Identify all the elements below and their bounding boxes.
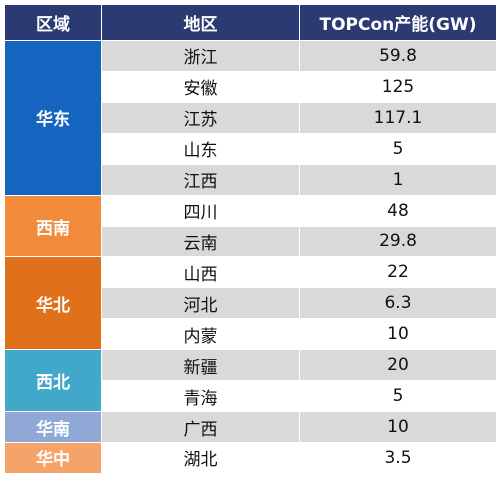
table-row: 西南 四川 48 bbox=[4, 194, 497, 258]
table-row: 内蒙 10 bbox=[5, 318, 497, 351]
table-row: 山东 5 bbox=[5, 132, 497, 165]
area-cell: 浙江 bbox=[101, 40, 300, 72]
area-cell: 河北 bbox=[101, 287, 300, 320]
capacity-cell: 5 bbox=[299, 380, 497, 413]
table-row: 安徽 125 bbox=[5, 70, 497, 103]
table-row: 青海 5 bbox=[5, 380, 497, 413]
table-header-row: 区域 地区 TOPCon产能(GW) bbox=[4, 4, 497, 41]
region-cell: 华南 bbox=[4, 411, 102, 443]
area-cell: 云南 bbox=[101, 225, 300, 258]
area-cell: 广西 bbox=[101, 411, 300, 443]
area-cell: 山东 bbox=[101, 132, 300, 165]
table-body: 华东 浙江 59.8 安徽 125 江苏 117.1 山东 5 江西 1 西南 四川 48 云南 29.8 华北… bbox=[4, 40, 497, 475]
table-row: 华北 山西 22 bbox=[4, 256, 497, 351]
table-row: 华南 广西 10 bbox=[4, 411, 497, 443]
region-cell: 西北 bbox=[4, 349, 102, 413]
region-cell: 华北 bbox=[4, 256, 102, 351]
capacity-cell: 6.3 bbox=[299, 287, 497, 320]
region-cell: 华中 bbox=[4, 441, 102, 475]
capacity-cell: 3.5 bbox=[299, 441, 497, 475]
capacity-cell: 22 bbox=[299, 256, 497, 289]
area-cell: 湖北 bbox=[101, 441, 300, 475]
capacity-cell: 125 bbox=[299, 70, 497, 103]
area-cell: 江西 bbox=[101, 163, 300, 196]
area-cell: 安徽 bbox=[101, 70, 300, 103]
table-row: 云南 29.8 bbox=[5, 225, 497, 258]
capacity-cell: 48 bbox=[299, 194, 497, 227]
area-cell: 新疆 bbox=[101, 349, 300, 382]
area-cell: 四川 bbox=[101, 194, 300, 227]
capacity-cell: 10 bbox=[299, 318, 497, 351]
capacity-cell: 59.8 bbox=[299, 40, 497, 72]
region-cell: 西南 bbox=[4, 194, 102, 258]
region-cell: 华东 bbox=[4, 40, 102, 196]
area-cell: 江苏 bbox=[101, 101, 300, 134]
capacity-cell: 29.8 bbox=[299, 225, 497, 258]
area-cell: 山西 bbox=[101, 256, 300, 289]
table-row: 河北 6.3 bbox=[5, 287, 497, 320]
capacity-cell: 20 bbox=[299, 349, 497, 382]
capacity-cell: 10 bbox=[299, 411, 497, 443]
table-row: 华东 浙江 59.8 bbox=[4, 40, 497, 196]
table-row: 华中 湖北 3.5 bbox=[4, 441, 497, 475]
table-row: 江苏 117.1 bbox=[5, 101, 497, 134]
area-cell: 青海 bbox=[101, 380, 300, 413]
table-row: 江西 1 bbox=[5, 163, 497, 196]
capacity-cell: 1 bbox=[299, 163, 497, 196]
capacity-cell: 117.1 bbox=[299, 101, 497, 134]
area-cell: 内蒙 bbox=[101, 318, 300, 351]
header-area: 地区 bbox=[101, 4, 300, 41]
topcon-capacity-table: 区域 地区 TOPCon产能(GW) 华东 浙江 59.8 安徽 125 江苏 117.1 山… bbox=[4, 4, 497, 475]
header-region: 区域 bbox=[4, 4, 102, 41]
header-capacity: TOPCon产能(GW) bbox=[299, 4, 497, 41]
table-row: 西北 新疆 20 bbox=[4, 349, 497, 413]
capacity-cell: 5 bbox=[299, 132, 497, 165]
